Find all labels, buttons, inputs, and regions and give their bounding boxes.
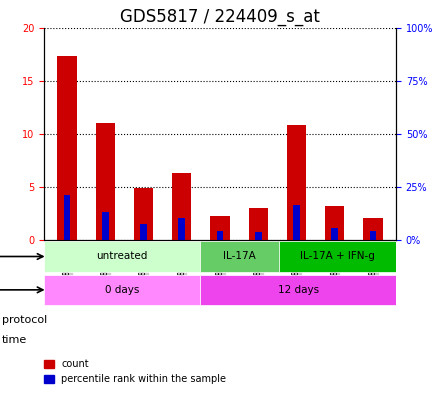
Bar xyxy=(210,217,230,240)
Bar xyxy=(279,241,396,272)
Text: 0 days: 0 days xyxy=(105,285,139,295)
Bar xyxy=(134,188,153,240)
Text: time: time xyxy=(2,335,27,345)
Bar xyxy=(140,224,147,240)
Bar xyxy=(331,228,338,240)
Text: GSM1283274: GSM1283274 xyxy=(62,250,71,301)
Bar xyxy=(178,217,185,240)
Bar xyxy=(363,217,383,240)
Legend: count, percentile rank within the sample: count, percentile rank within the sample xyxy=(40,356,230,388)
Text: GSM1283277: GSM1283277 xyxy=(177,250,186,301)
Bar xyxy=(370,231,376,240)
Text: GSM1283280: GSM1283280 xyxy=(292,250,301,301)
Bar xyxy=(44,241,201,272)
Text: GSM1283276: GSM1283276 xyxy=(139,250,148,301)
Bar xyxy=(325,206,345,240)
Bar xyxy=(102,212,109,240)
Bar xyxy=(64,195,70,240)
Bar xyxy=(293,205,300,240)
Bar xyxy=(57,56,77,240)
Bar xyxy=(287,125,306,240)
Bar xyxy=(249,208,268,240)
Text: GSM1283282: GSM1283282 xyxy=(369,250,378,301)
Text: untreated: untreated xyxy=(96,252,148,261)
Text: IL-17A + IFN-g: IL-17A + IFN-g xyxy=(300,252,375,261)
Text: GSM1283279: GSM1283279 xyxy=(254,250,263,301)
Bar xyxy=(95,123,115,240)
Bar xyxy=(44,275,201,305)
Text: GSM1283275: GSM1283275 xyxy=(101,250,110,301)
Bar xyxy=(201,275,396,305)
Text: 12 days: 12 days xyxy=(278,285,319,295)
Text: GSM1283278: GSM1283278 xyxy=(216,250,224,301)
Bar xyxy=(216,231,224,240)
Bar xyxy=(201,241,279,272)
Title: GDS5817 / 224409_s_at: GDS5817 / 224409_s_at xyxy=(120,8,320,26)
Bar xyxy=(255,232,262,240)
Text: GSM1283281: GSM1283281 xyxy=(330,250,339,301)
Bar xyxy=(172,173,191,240)
Text: protocol: protocol xyxy=(2,315,48,325)
Text: IL-17A: IL-17A xyxy=(223,252,256,261)
